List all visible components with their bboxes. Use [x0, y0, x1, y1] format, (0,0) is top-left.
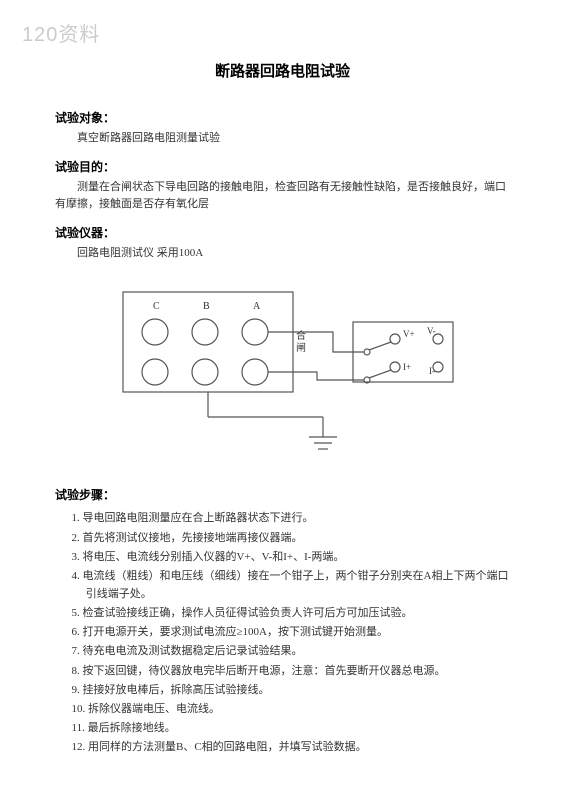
step-text: 检查试验接线正确，操作人员征得试验负责人许可后方可加压试验。: [83, 607, 413, 619]
label-c: C: [153, 301, 160, 312]
step-item: 5. 检查试验接线正确，操作人员征得试验负责人许可后方可加压试验。: [55, 604, 510, 622]
step-number: 12.: [72, 741, 89, 753]
label-switch: 合: [296, 329, 306, 342]
step-item: 9. 挂接好放电棒后，拆除高压试验接线。: [55, 681, 510, 699]
step-number: 5.: [72, 607, 83, 619]
step-text: 拆除仪器端电压、电流线。: [88, 703, 220, 715]
step-number: 4.: [72, 570, 83, 582]
step-text: 用同样的方法测量B、C相的回路电阻，并填写试验数据。: [88, 741, 367, 753]
svg-text:闸: 闸: [296, 341, 306, 354]
label-v-minus: V-: [427, 326, 436, 336]
step-number: 11.: [72, 722, 88, 734]
heading-instrument: 试验仪器：: [55, 224, 510, 241]
step-item: 8. 按下返回键，待仪器放电完毕后断开电源，注意：首先要断开仪器总电源。: [55, 662, 510, 680]
heading-purpose: 试验目的：: [55, 158, 510, 175]
label-v-plus: V+: [403, 329, 415, 339]
step-item: 3. 将电压、电流线分别插入仪器的V+、V-和I+、I-两端。: [55, 548, 510, 566]
label-b: B: [203, 301, 210, 312]
step-item: 4. 电流线（粗线）和电压线（细线）接在一个钳子上，两个钳子分别夹在A相上下两个…: [55, 567, 510, 603]
step-item: 1. 导电回路电阻测量应在合上断路器状态下进行。: [55, 509, 510, 527]
step-text: 电流线（粗线）和电压线（细线）接在一个钳子上，两个钳子分别夹在A相上下两个端口引…: [83, 570, 509, 600]
heading-steps: 试验步骤：: [55, 486, 510, 503]
step-number: 8.: [72, 665, 83, 677]
step-item: 7. 待充电电流及测试数据稳定后记录试验结果。: [55, 642, 510, 660]
step-number: 1.: [72, 512, 83, 524]
circuit-diagram: C B A 合 闸 V+ V- I+: [55, 282, 510, 462]
step-number: 10.: [72, 703, 89, 715]
step-number: 6.: [72, 626, 83, 638]
label-i-plus: I+: [403, 362, 411, 372]
page-title: 断路器回路电阻试验: [55, 60, 510, 81]
step-item: 11. 最后拆除接地线。: [55, 719, 510, 737]
step-text: 按下返回键，待仪器放电完毕后断开电源，注意：首先要断开仪器总电源。: [83, 665, 446, 677]
steps-list: 1. 导电回路电阻测量应在合上断路器状态下进行。2. 首先将测试仪接地，先接接地…: [55, 509, 510, 756]
step-number: 7.: [72, 645, 83, 657]
step-text: 打开电源开关，要求测试电流应≥100A，按下测试键开始测量。: [83, 626, 388, 638]
step-text: 导电回路电阻测量应在合上断路器状态下进行。: [83, 512, 314, 524]
heading-object: 试验对象：: [55, 109, 510, 126]
step-item: 2. 首先将测试仪接地，先接接地端再接仪器端。: [55, 529, 510, 547]
step-text: 挂接好放电棒后，拆除高压试验接线。: [83, 684, 270, 696]
step-item: 6. 打开电源开关，要求测试电流应≥100A，按下测试键开始测量。: [55, 623, 510, 641]
page-content: 断路器回路电阻试验 试验对象： 真空断路器回路电阻测量试验 试验目的： 测量在合…: [0, 0, 565, 777]
step-item: 12. 用同样的方法测量B、C相的回路电阻，并填写试验数据。: [55, 738, 510, 756]
step-number: 9.: [72, 684, 83, 696]
label-i-minus: I-: [429, 366, 435, 376]
step-text: 最后拆除接地线。: [88, 722, 176, 734]
step-text: 首先将测试仪接地，先接接地端再接仪器端。: [83, 532, 303, 544]
label-a: A: [253, 301, 261, 312]
body-purpose: 测量在合闸状态下导电回路的接触电阻，检查回路有无接触性缺陷，是否接触良好，端口有…: [55, 179, 510, 214]
step-text: 待充电电流及测试数据稳定后记录试验结果。: [83, 645, 303, 657]
watermark: 120资料: [22, 18, 100, 47]
step-item: 10. 拆除仪器端电压、电流线。: [55, 700, 510, 718]
body-object: 真空断路器回路电阻测量试验: [55, 130, 510, 148]
body-instrument: 回路电阻测试仪 采用100A: [55, 245, 510, 263]
step-number: 2.: [72, 532, 83, 544]
step-text: 将电压、电流线分别插入仪器的V+、V-和I+、I-两端。: [83, 551, 345, 563]
step-number: 3.: [72, 551, 83, 563]
